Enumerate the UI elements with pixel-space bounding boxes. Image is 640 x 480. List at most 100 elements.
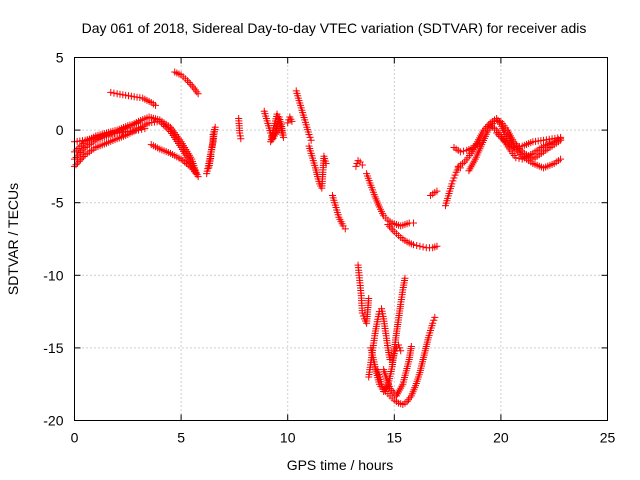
data-point — [384, 220, 392, 228]
x-tick-label: 15 — [387, 430, 403, 446]
y-tick-label: -20 — [43, 413, 63, 429]
data-point — [557, 155, 565, 163]
data-point — [358, 309, 366, 317]
data-point — [557, 133, 565, 141]
series-arc-28 — [450, 139, 484, 156]
data-point — [194, 90, 202, 98]
y-tick-label: 0 — [56, 122, 64, 138]
series-arc-5 — [107, 88, 160, 109]
x-tick-label: 20 — [493, 430, 509, 446]
axis-ticks — [74, 57, 608, 421]
data-point-marker — [386, 222, 394, 230]
series-arc-13 — [328, 191, 349, 233]
data-point-marker — [74, 152, 82, 160]
data-point — [409, 241, 417, 249]
series-arc-4 — [71, 125, 149, 146]
series-arc-1 — [71, 117, 202, 181]
data-point — [275, 125, 283, 133]
data-point — [134, 126, 142, 134]
series-arc-12 — [305, 142, 330, 192]
data-point-marker — [182, 159, 190, 167]
data-point — [166, 123, 174, 131]
data-point-marker — [306, 133, 314, 141]
data-point — [322, 159, 330, 167]
y-tick-labels: 5 0 -5 -10 -15 -20 — [43, 50, 63, 429]
y-tick-label: -15 — [43, 340, 63, 356]
series-arc-9 — [260, 107, 287, 146]
series-isolated-1 — [235, 114, 245, 143]
x-tick-label: 25 — [600, 430, 616, 446]
data-point — [450, 174, 458, 182]
y-tick-label: -10 — [43, 267, 63, 283]
data-point-marker — [170, 129, 178, 137]
data-point-marker — [75, 157, 83, 165]
data-point-marker — [169, 127, 177, 135]
series-arc-23 — [441, 164, 464, 210]
data-point-marker — [494, 131, 502, 139]
data-point-marker — [188, 82, 196, 90]
data-point — [433, 187, 441, 195]
data-point — [307, 136, 315, 144]
data-point-marker — [80, 152, 88, 160]
data-point — [493, 129, 501, 137]
y-tick-label: 5 — [56, 50, 64, 66]
x-tick-label: 10 — [280, 430, 296, 446]
series-arc-19 — [367, 274, 409, 395]
data-point-marker — [236, 132, 244, 140]
x-tick-label: 5 — [177, 430, 185, 446]
data-point-marker — [387, 224, 395, 232]
data-point — [429, 319, 437, 327]
data-point-marker — [181, 158, 189, 166]
data-point-marker — [511, 139, 519, 147]
data-points — [71, 68, 565, 409]
series-arc-6 — [147, 141, 200, 178]
data-point — [397, 347, 405, 355]
y-axis-label: SDTVAR / TECUs — [5, 183, 21, 295]
data-point — [236, 129, 244, 137]
data-point-marker — [74, 144, 82, 152]
data-point-marker — [388, 386, 396, 394]
data-point-marker — [187, 80, 195, 88]
x-tick-label: 0 — [71, 430, 79, 446]
data-point — [134, 119, 142, 127]
data-point-marker — [110, 89, 118, 97]
data-point-marker — [72, 153, 80, 161]
chart-title: Day 061 of 2018, Sidereal Day-to-day VTE… — [82, 20, 587, 36]
data-point — [152, 101, 160, 109]
data-point-marker — [78, 154, 86, 162]
data-point-marker — [138, 125, 146, 133]
data-point-marker — [396, 344, 404, 352]
data-point — [407, 342, 415, 350]
data-point-marker — [77, 149, 85, 157]
data-point-marker — [498, 134, 506, 142]
data-point — [237, 135, 245, 143]
data-point-marker — [430, 316, 438, 324]
series-arc-17 — [354, 261, 373, 327]
data-point-marker — [74, 159, 82, 167]
data-point-marker — [499, 136, 507, 144]
data-point — [288, 117, 296, 125]
series-arc-26 — [486, 122, 565, 163]
data-point — [358, 161, 366, 169]
data-point-marker — [413, 242, 421, 250]
data-point-marker — [419, 243, 427, 251]
data-point — [401, 274, 409, 282]
x-axis-label: GPS time / hours — [287, 457, 394, 473]
data-point-marker — [449, 177, 457, 185]
data-point-marker — [176, 136, 184, 144]
data-point — [512, 154, 520, 162]
data-point — [448, 180, 456, 188]
series-arc-11 — [292, 87, 315, 144]
data-point — [386, 385, 394, 393]
data-point — [433, 242, 441, 250]
data-point — [177, 155, 185, 163]
data-point — [431, 313, 439, 321]
data-point-marker — [496, 132, 504, 140]
data-point — [409, 219, 417, 227]
series-arc-27 — [493, 129, 565, 152]
data-point — [284, 119, 292, 127]
series-arc-15 — [363, 170, 417, 230]
y-tick-label: -5 — [51, 195, 64, 211]
data-point — [107, 88, 115, 96]
